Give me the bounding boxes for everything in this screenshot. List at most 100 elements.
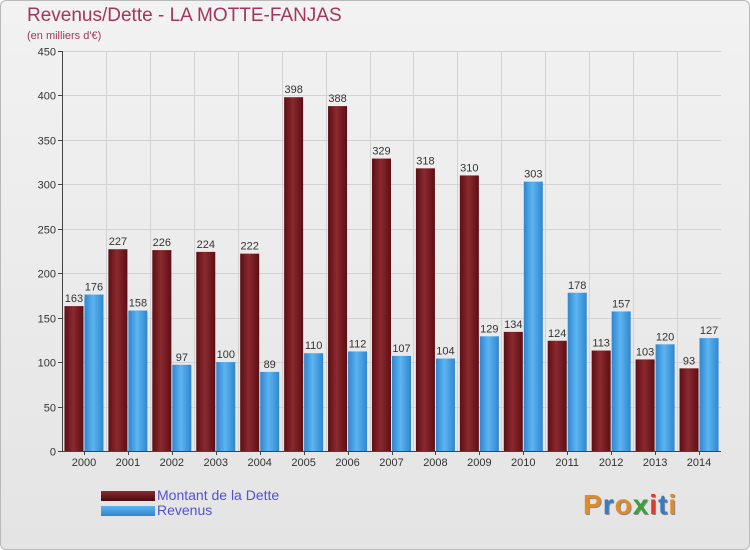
bar-debt — [240, 253, 260, 451]
x-tick-label: 2008 — [423, 457, 447, 469]
data-label-revenue: 97 — [176, 352, 188, 364]
logo-letter: i — [668, 489, 678, 520]
data-label-debt: 226 — [153, 237, 171, 249]
bar-revenue — [567, 292, 587, 451]
data-label-revenue: 104 — [436, 346, 454, 358]
x-tick-label: 2011 — [555, 457, 579, 469]
bar-revenue — [172, 364, 192, 451]
data-label-debt: 103 — [636, 346, 654, 358]
data-label-debt: 134 — [504, 319, 522, 331]
x-tick-label: 2000 — [72, 457, 96, 469]
y-tick-label: 300 — [38, 180, 56, 192]
x-tick-label: 2003 — [204, 457, 228, 469]
logo-letter: t — [658, 489, 669, 520]
bar-debt — [108, 249, 128, 451]
data-label-revenue: 110 — [305, 340, 323, 352]
bar-debt — [152, 250, 172, 451]
bar-debt — [679, 368, 699, 451]
proxiti-logo: Proxiti — [583, 489, 677, 521]
logo-letter: i — [649, 489, 659, 520]
bar-revenue — [523, 181, 543, 451]
bar-debt — [284, 97, 304, 451]
bar-revenue — [435, 358, 455, 451]
bar-revenue — [128, 310, 148, 451]
legend-swatch-revenue — [101, 506, 155, 516]
bar-debt — [64, 306, 84, 451]
x-tick-label: 2001 — [116, 457, 140, 469]
data-label-debt: 113 — [592, 338, 610, 350]
data-label-debt: 398 — [284, 84, 302, 96]
x-tick-label: 2014 — [687, 457, 711, 469]
data-label-debt: 329 — [372, 146, 390, 158]
data-label-revenue: 303 — [524, 169, 542, 181]
x-tick-label: 2010 — [511, 457, 535, 469]
bar-debt — [635, 359, 655, 451]
y-tick-label: 200 — [38, 269, 56, 281]
y-tick-label: 250 — [38, 225, 56, 237]
bar-debt — [547, 340, 567, 451]
data-label-revenue: 157 — [612, 298, 630, 310]
data-label-revenue: 129 — [480, 323, 498, 335]
data-label-revenue: 89 — [264, 359, 276, 371]
logo-letter: P — [583, 489, 603, 520]
y-tick-label: 350 — [38, 136, 56, 148]
data-label-revenue: 178 — [568, 280, 586, 292]
data-label-debt: 163 — [65, 293, 83, 305]
data-label-debt: 124 — [548, 328, 566, 340]
y-tick-label: 450 — [38, 47, 56, 59]
logo-letter: o — [614, 489, 633, 520]
data-label-debt: 227 — [109, 236, 127, 248]
data-label-revenue: 176 — [85, 282, 103, 294]
legend-swatch-debt — [101, 491, 155, 501]
bar-debt — [372, 158, 391, 452]
data-label-revenue: 120 — [656, 331, 674, 343]
data-label-debt: 222 — [241, 241, 259, 253]
logo-letter: r — [602, 489, 615, 520]
bar-revenue — [479, 336, 499, 451]
y-tick-label: 100 — [38, 358, 56, 370]
bar-revenue — [304, 353, 324, 451]
y-tick-label: 150 — [38, 314, 56, 326]
x-tick-label: 2004 — [247, 457, 271, 469]
y-tick-label: 50 — [44, 403, 56, 415]
data-label-debt: 318 — [416, 155, 434, 167]
chart-title: Revenus/Dette - LA MOTTE-FANJAS — [27, 5, 342, 26]
bar-debt — [415, 168, 435, 452]
x-tick-label: 2005 — [291, 457, 315, 469]
bar-debt — [591, 350, 611, 451]
bar-debt — [196, 251, 216, 451]
bar-revenue — [84, 294, 104, 451]
x-tick-label: 2006 — [335, 457, 359, 469]
data-label-revenue: 127 — [700, 325, 718, 337]
data-label-debt: 388 — [328, 93, 346, 105]
bar-debt — [459, 175, 479, 451]
x-tick-label: 2013 — [643, 457, 667, 469]
x-tick-label: 2002 — [160, 457, 184, 469]
bar-debt — [328, 106, 348, 451]
bar-revenue — [655, 344, 675, 451]
logo-letter: x — [632, 489, 650, 520]
legend-label-revenue: Revenus — [157, 502, 213, 518]
y-tick-label: 0 — [50, 447, 56, 459]
data-label-debt: 224 — [197, 239, 215, 251]
data-label-revenue: 158 — [129, 298, 147, 310]
bar-revenue — [699, 338, 719, 451]
legend-label-debt: Montant de la Dette — [157, 487, 280, 503]
bar-revenue — [216, 362, 236, 451]
bar-revenue — [392, 355, 411, 451]
data-label-revenue: 100 — [217, 349, 235, 361]
bar-debt — [503, 331, 523, 451]
data-label-debt: 310 — [460, 162, 478, 174]
x-tick-label: 2012 — [599, 457, 623, 469]
data-label-revenue: 112 — [349, 338, 367, 350]
bar-revenue — [260, 371, 280, 451]
x-tick-label: 2007 — [379, 457, 403, 469]
bar-revenue — [348, 351, 368, 451]
x-tick-label: 2009 — [467, 457, 491, 469]
data-label-debt: 93 — [683, 355, 695, 367]
y-axis-unit-label: (en milliers d'€) — [27, 30, 102, 42]
bar-revenue — [611, 311, 631, 451]
y-tick-label: 400 — [38, 91, 56, 103]
